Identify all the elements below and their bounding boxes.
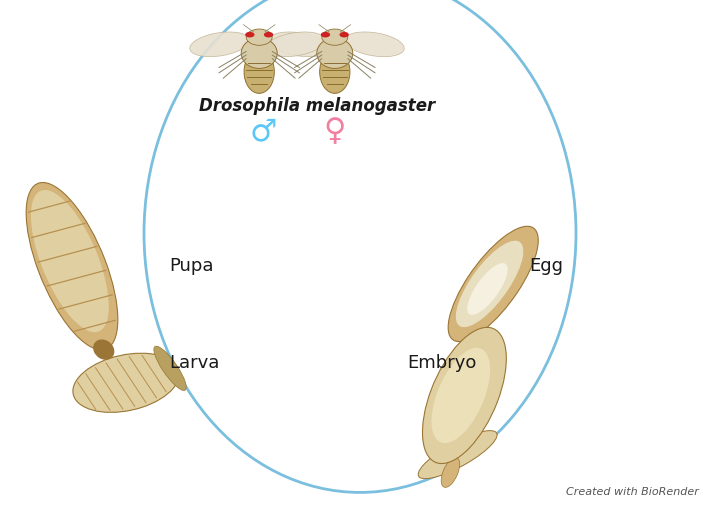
Ellipse shape xyxy=(93,340,114,360)
Ellipse shape xyxy=(266,32,325,57)
Ellipse shape xyxy=(31,190,109,332)
Text: Larva: Larva xyxy=(169,353,220,372)
Text: Drosophila melanogaster: Drosophila melanogaster xyxy=(199,97,435,116)
Text: Embryo: Embryo xyxy=(407,353,476,372)
Ellipse shape xyxy=(467,263,508,315)
Ellipse shape xyxy=(317,38,353,68)
Text: ♂: ♂ xyxy=(249,117,276,147)
Ellipse shape xyxy=(441,457,459,487)
Ellipse shape xyxy=(246,29,272,45)
Ellipse shape xyxy=(340,32,349,38)
Ellipse shape xyxy=(456,241,523,327)
Ellipse shape xyxy=(269,32,328,57)
Ellipse shape xyxy=(264,32,274,38)
Ellipse shape xyxy=(241,38,277,68)
Ellipse shape xyxy=(73,353,179,412)
Text: Pupa: Pupa xyxy=(169,257,214,275)
Ellipse shape xyxy=(320,50,350,93)
Ellipse shape xyxy=(423,328,506,463)
Text: ♀: ♀ xyxy=(323,117,346,147)
Ellipse shape xyxy=(431,348,490,443)
Ellipse shape xyxy=(244,50,274,93)
Ellipse shape xyxy=(190,32,249,57)
Ellipse shape xyxy=(26,183,118,350)
Ellipse shape xyxy=(154,346,186,390)
Ellipse shape xyxy=(448,226,539,342)
Ellipse shape xyxy=(418,430,497,479)
Ellipse shape xyxy=(321,32,330,38)
Ellipse shape xyxy=(345,32,404,57)
Ellipse shape xyxy=(322,29,348,45)
Ellipse shape xyxy=(245,32,255,38)
Text: Egg: Egg xyxy=(529,257,563,275)
Text: Created with BioRender: Created with BioRender xyxy=(565,487,698,497)
